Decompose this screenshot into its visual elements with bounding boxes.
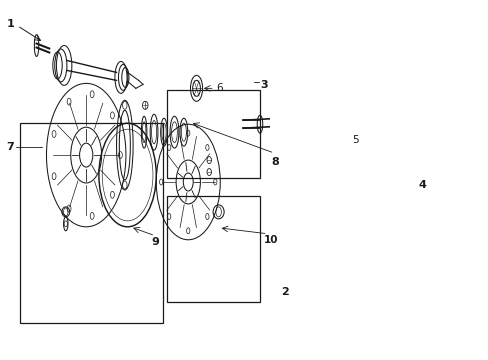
Bar	[20, 123, 162, 323]
Text: 7: 7	[7, 142, 15, 152]
Text: 10: 10	[263, 235, 278, 245]
Bar	[166, 90, 259, 178]
Text: 3: 3	[260, 80, 267, 90]
Text: 8: 8	[271, 157, 279, 167]
Text: 9: 9	[151, 237, 159, 247]
Text: 2: 2	[281, 287, 288, 297]
Text: 4: 4	[418, 180, 426, 190]
Bar	[166, 196, 259, 302]
Text: 6: 6	[215, 84, 222, 93]
Text: 5: 5	[352, 135, 359, 145]
Text: 1: 1	[7, 19, 15, 28]
